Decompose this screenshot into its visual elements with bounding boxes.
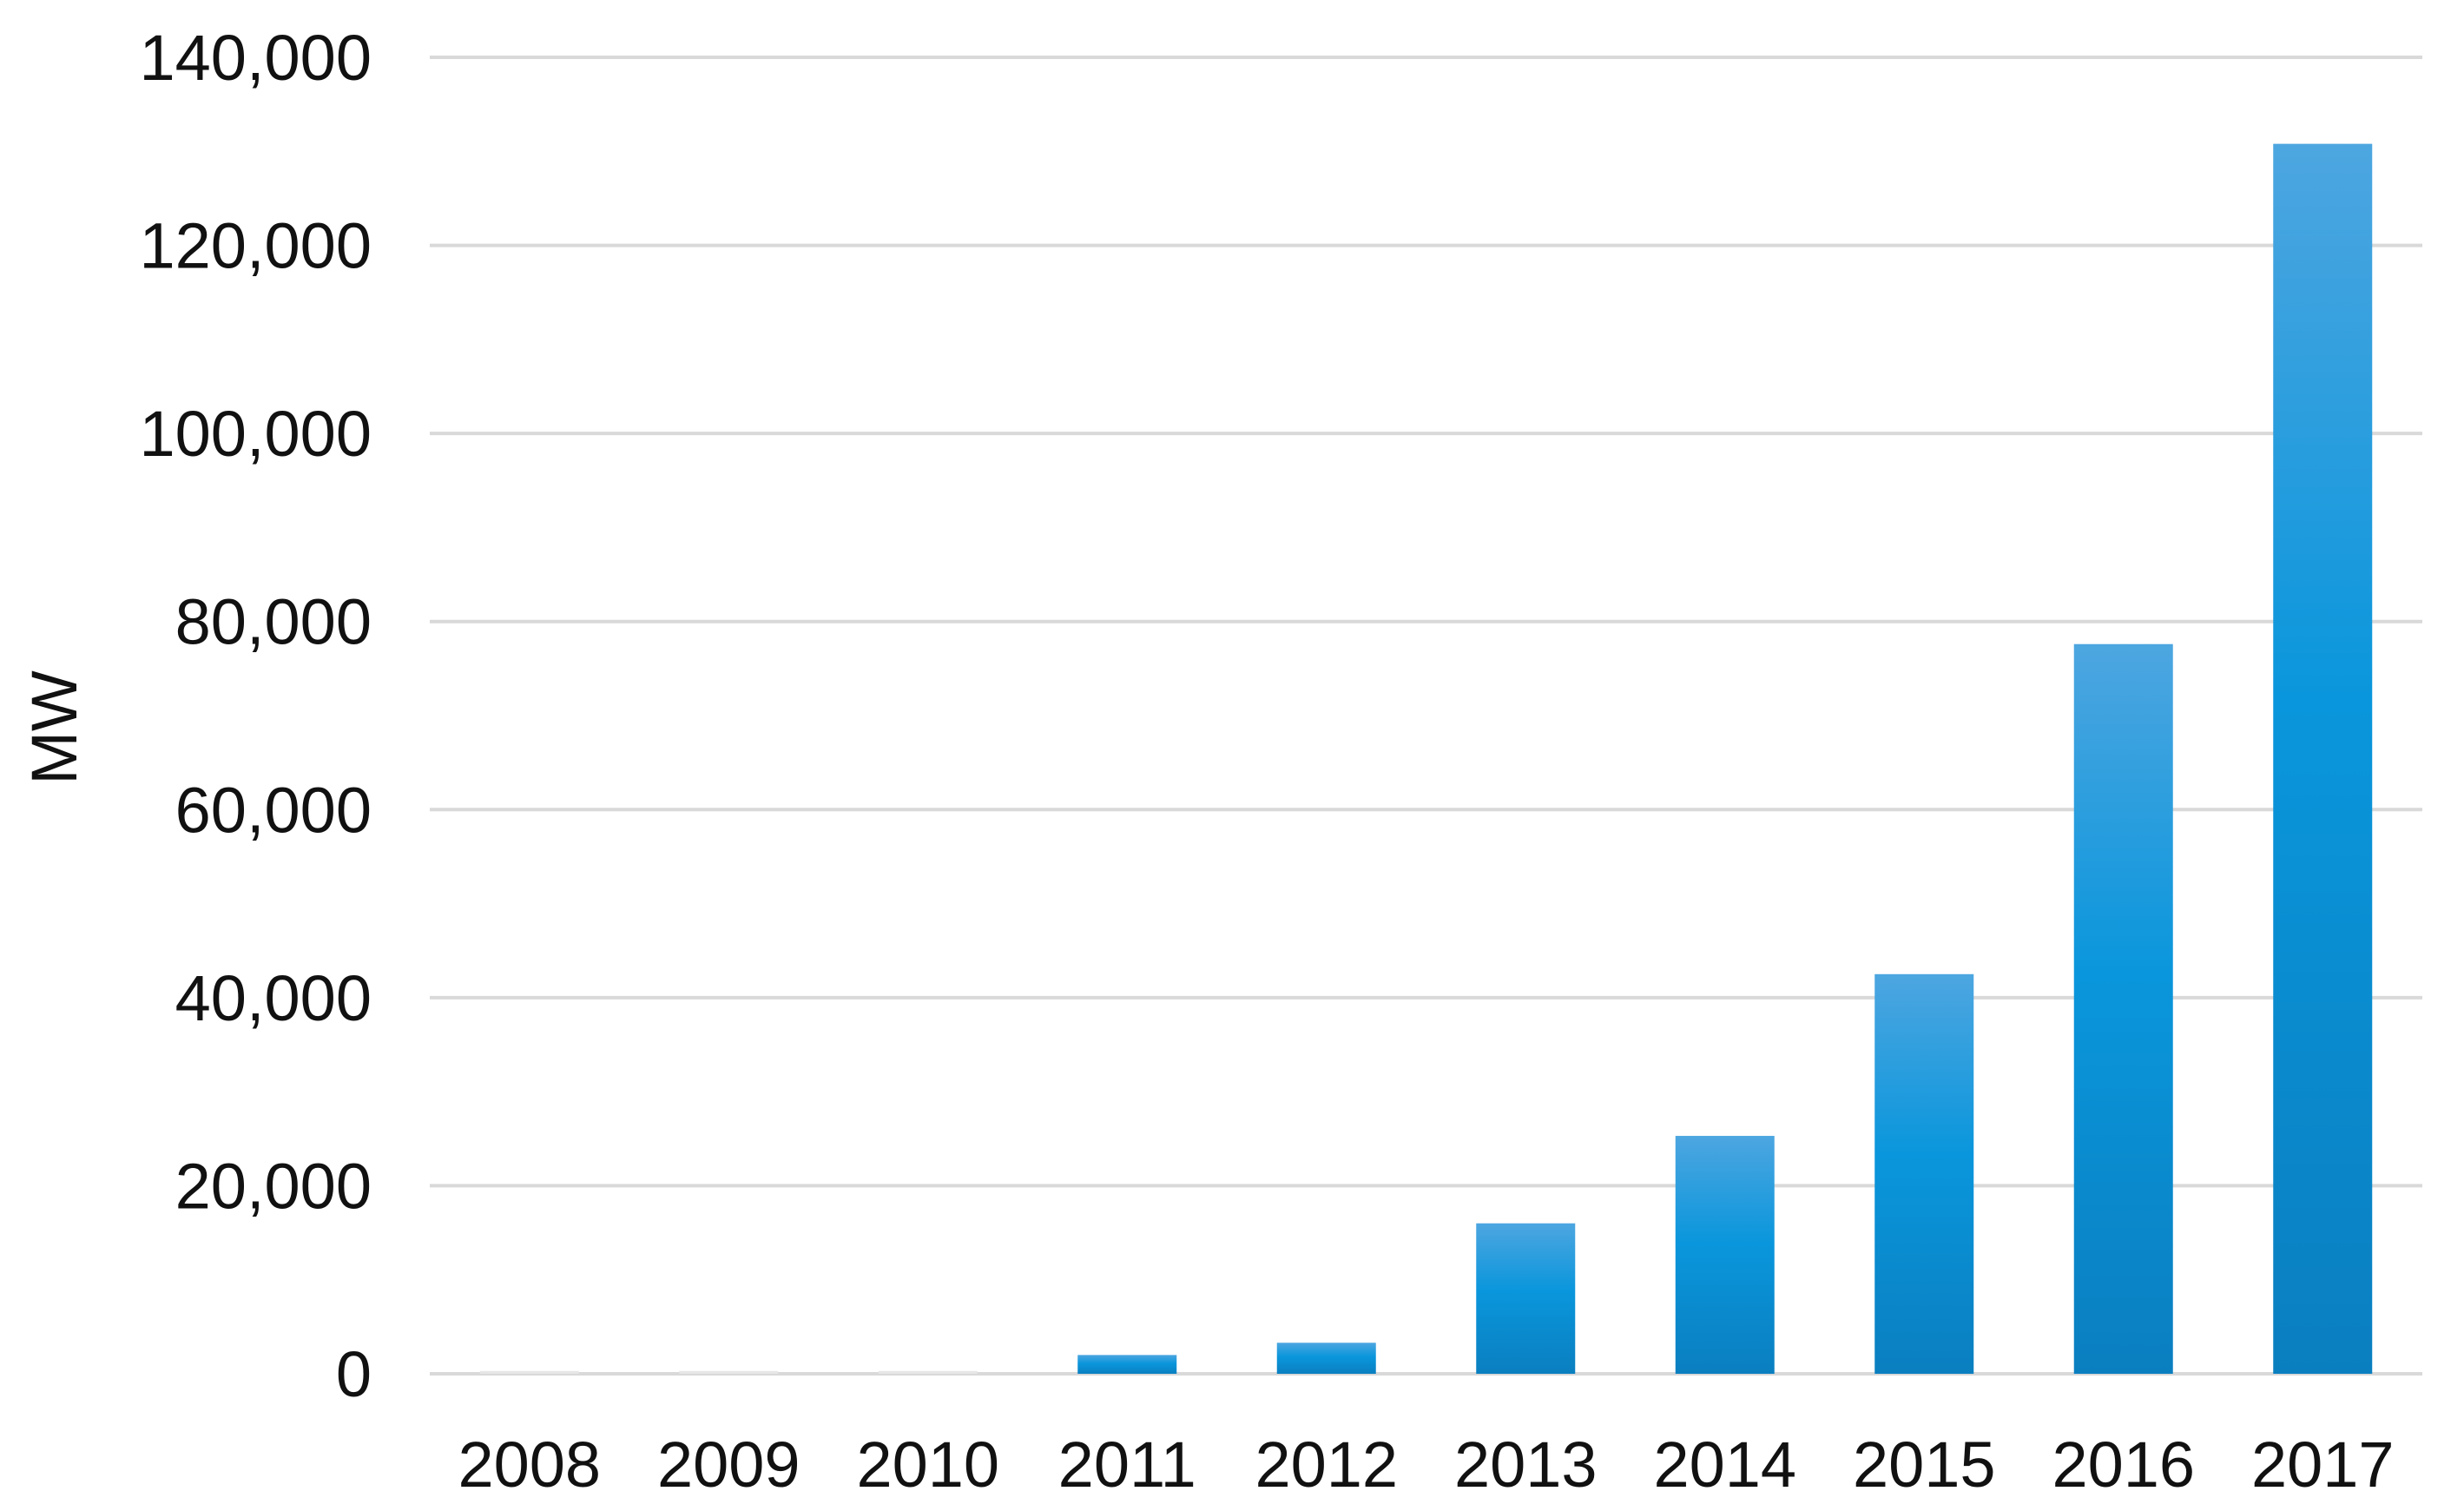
bar-2017 xyxy=(2273,143,2373,1375)
bar-2014 xyxy=(1675,1136,1775,1374)
y-axis-label: MW xyxy=(18,670,90,785)
bar-2010 xyxy=(878,1370,978,1374)
x-tick-label: 2012 xyxy=(1255,1429,1398,1501)
bar-2011 xyxy=(1077,1355,1177,1374)
x-tick-label: 2011 xyxy=(1058,1429,1196,1501)
y-tick-label: 120,000 xyxy=(140,210,372,282)
x-tick-label: 2015 xyxy=(1853,1429,1996,1501)
y-tick-label: 20,000 xyxy=(175,1150,372,1222)
bar-2009 xyxy=(679,1370,779,1374)
bar-2016 xyxy=(2073,643,2173,1374)
x-tick-label: 2016 xyxy=(2052,1429,2195,1501)
x-tick-label: 2010 xyxy=(856,1429,999,1501)
y-tick-label: 140,000 xyxy=(140,22,372,94)
x-tick-label: 2009 xyxy=(657,1429,800,1501)
x-tick-label: 2013 xyxy=(1454,1429,1598,1501)
y-tick-label: 0 xyxy=(336,1338,372,1410)
bar-2012 xyxy=(1276,1343,1376,1374)
y-tick-label: 60,000 xyxy=(175,774,372,846)
bar-2015 xyxy=(1874,973,1974,1374)
y-axis-ticks: 0 20,000 40,000 60,000 80,000 100,000 120,000 1… xyxy=(140,22,372,1410)
x-axis-ticks: 2008 2009 2010 2011 2012 2013 2014 2015 2016 2017 xyxy=(458,1429,2394,1501)
x-tick-label: 2017 xyxy=(2251,1429,2395,1501)
y-tick-label: 40,000 xyxy=(175,962,372,1034)
x-tick-label: 2014 xyxy=(1653,1429,1796,1501)
bar-2008 xyxy=(479,1370,579,1374)
y-tick-label: 100,000 xyxy=(140,398,372,470)
bar-2013 xyxy=(1476,1223,1576,1374)
x-tick-label: 2008 xyxy=(458,1429,601,1501)
y-tick-label: 80,000 xyxy=(175,586,372,658)
bars xyxy=(479,143,2373,1375)
gridlines xyxy=(430,56,2422,1376)
